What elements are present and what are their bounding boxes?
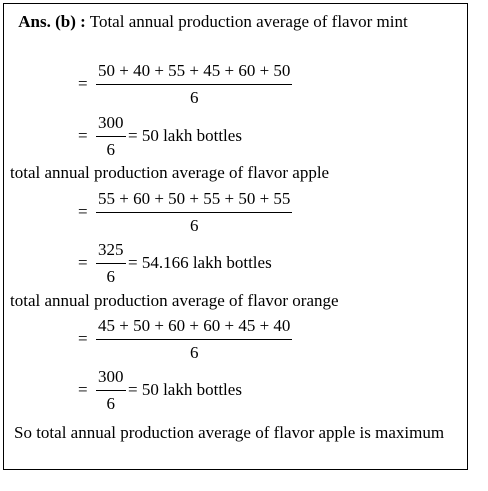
numerator: 55 + 60 + 50 + 55 + 50 + 55 bbox=[96, 186, 293, 213]
sum-fraction: 55 + 60 + 50 + 55 + 50 + 55 6 bbox=[96, 186, 293, 239]
denominator: 6 bbox=[106, 140, 116, 159]
equals-sign: = bbox=[78, 380, 88, 399]
sum-fraction: 50 + 40 + 55 + 45 + 60 + 50 6 bbox=[96, 58, 293, 111]
result-fraction: 300 6 bbox=[96, 110, 126, 163]
intro-text: Total annual production average of flavo… bbox=[89, 12, 408, 31]
answer-label: Ans. (b) : bbox=[18, 12, 86, 31]
denominator: 6 bbox=[189, 88, 199, 107]
numerator: 325 bbox=[96, 237, 126, 264]
sum-fraction: 45 + 50 + 60 + 60 + 45 + 40 6 bbox=[96, 313, 293, 366]
numerator: 300 bbox=[96, 110, 126, 137]
intro: Ans. (b) : Total annual production avera… bbox=[14, 10, 466, 34]
section-heading: total annual production average of flavo… bbox=[10, 163, 330, 182]
equals-sign: = bbox=[78, 202, 88, 221]
result-fraction: 300 6 bbox=[96, 364, 126, 417]
equals-sign: = bbox=[78, 253, 88, 272]
result-text: = 50 lakh bottles bbox=[128, 380, 242, 399]
result-text: = 54.166 lakh bottles bbox=[128, 253, 272, 272]
conclusion: So total annual production average of fl… bbox=[14, 423, 445, 442]
equals-sign: = bbox=[78, 74, 88, 93]
numerator: 45 + 50 + 60 + 60 + 45 + 40 bbox=[96, 313, 293, 340]
equals-sign: = bbox=[78, 329, 88, 348]
numerator: 300 bbox=[96, 364, 126, 391]
answer-box: Ans. (b) : Total annual production avera… bbox=[3, 3, 468, 470]
denominator: 6 bbox=[106, 394, 116, 413]
denominator: 6 bbox=[106, 267, 116, 286]
equals-sign: = bbox=[78, 126, 88, 145]
numerator: 50 + 40 + 55 + 45 + 60 + 50 bbox=[96, 58, 293, 85]
result-text: = 50 lakh bottles bbox=[128, 126, 242, 145]
section-heading: total annual production average of flavo… bbox=[10, 291, 339, 310]
denominator: 6 bbox=[189, 343, 199, 362]
denominator: 6 bbox=[189, 216, 199, 235]
result-fraction: 325 6 bbox=[96, 237, 126, 290]
